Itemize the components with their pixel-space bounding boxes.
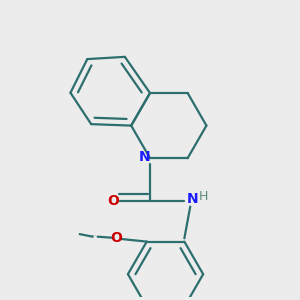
Text: O: O — [107, 194, 119, 208]
Text: N: N — [187, 192, 198, 206]
Text: O: O — [111, 231, 123, 245]
Text: methoxy: methoxy — [91, 235, 98, 236]
Text: H: H — [198, 190, 208, 203]
Text: N: N — [138, 150, 150, 164]
